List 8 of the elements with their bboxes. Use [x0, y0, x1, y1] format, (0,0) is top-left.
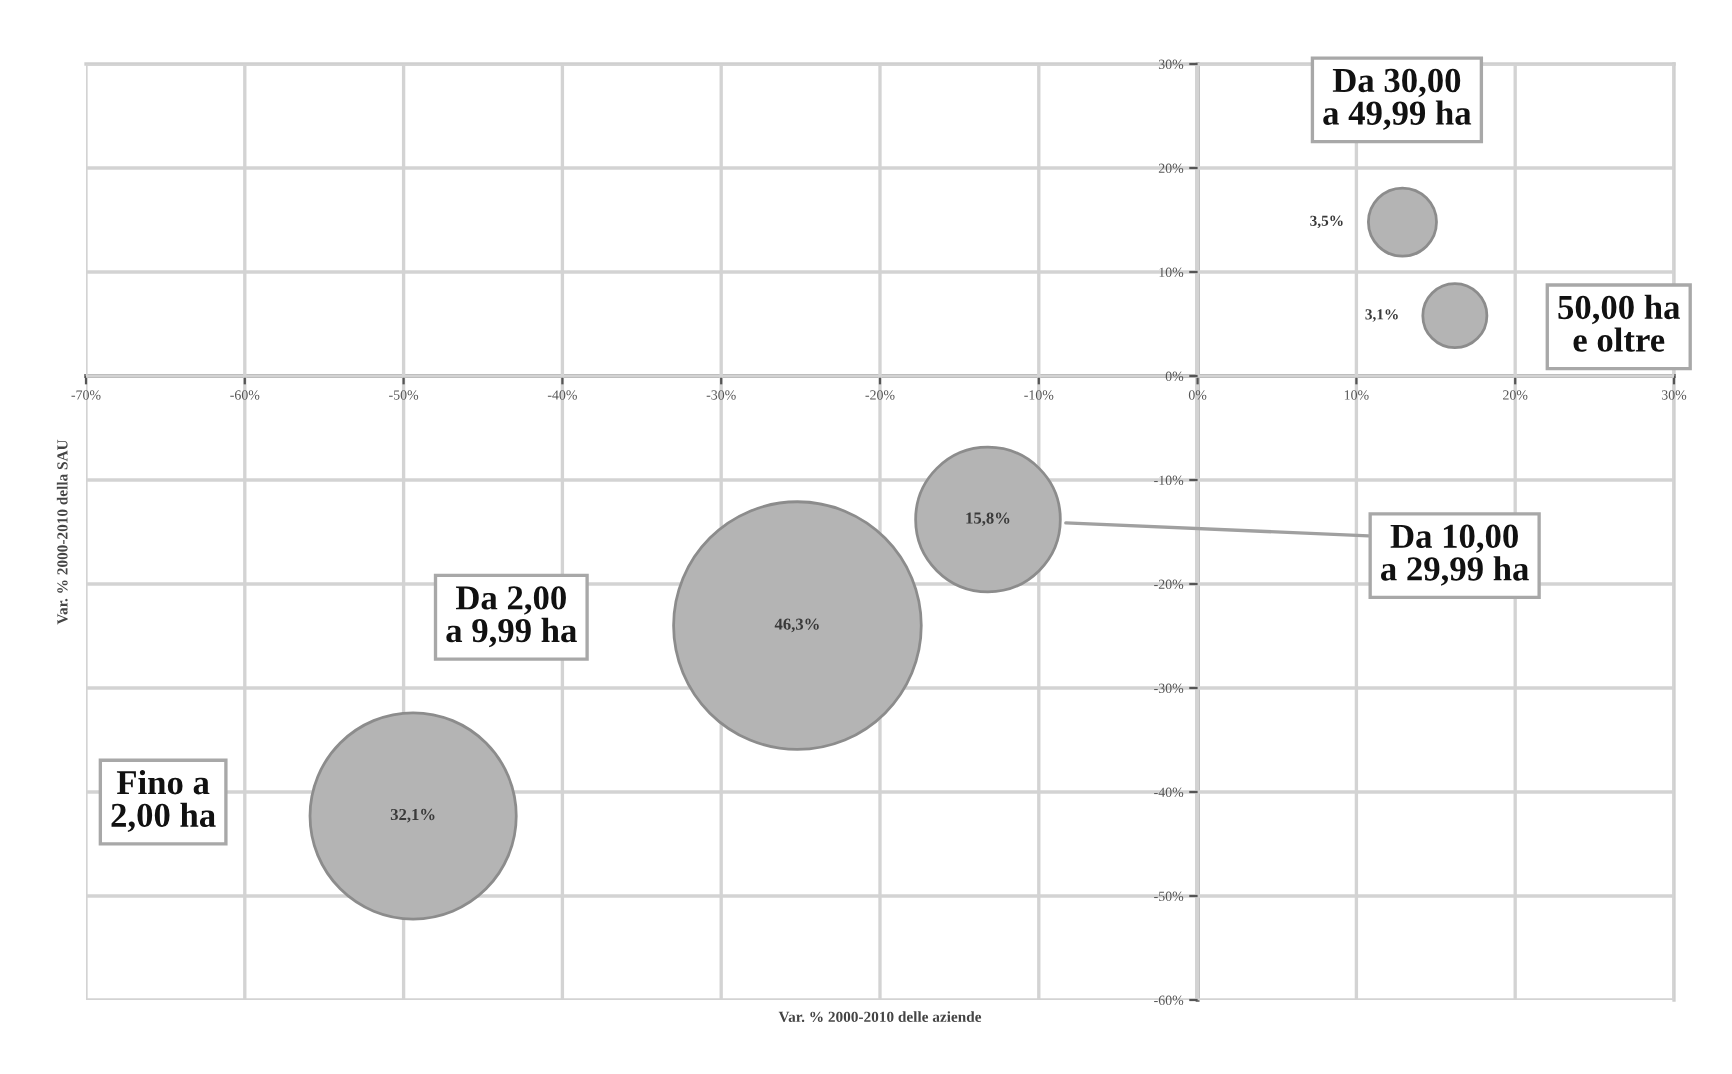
text: Da 30,00 a 49,99 ha — [1323, 68, 1472, 130]
text: 50,00 ha e oltre — [1558, 294, 1680, 352]
data-label: 15,8% — [966, 512, 1010, 527]
text: Fino a 2,00 ha — [111, 769, 216, 833]
data-label: 46,3% — [774, 618, 819, 633]
data-label: 32,1% — [390, 808, 435, 823]
text: Da 10,00 a 29,99 ha — [1381, 524, 1529, 586]
text: Da 2,00 a 9,99 ha — [446, 586, 577, 648]
